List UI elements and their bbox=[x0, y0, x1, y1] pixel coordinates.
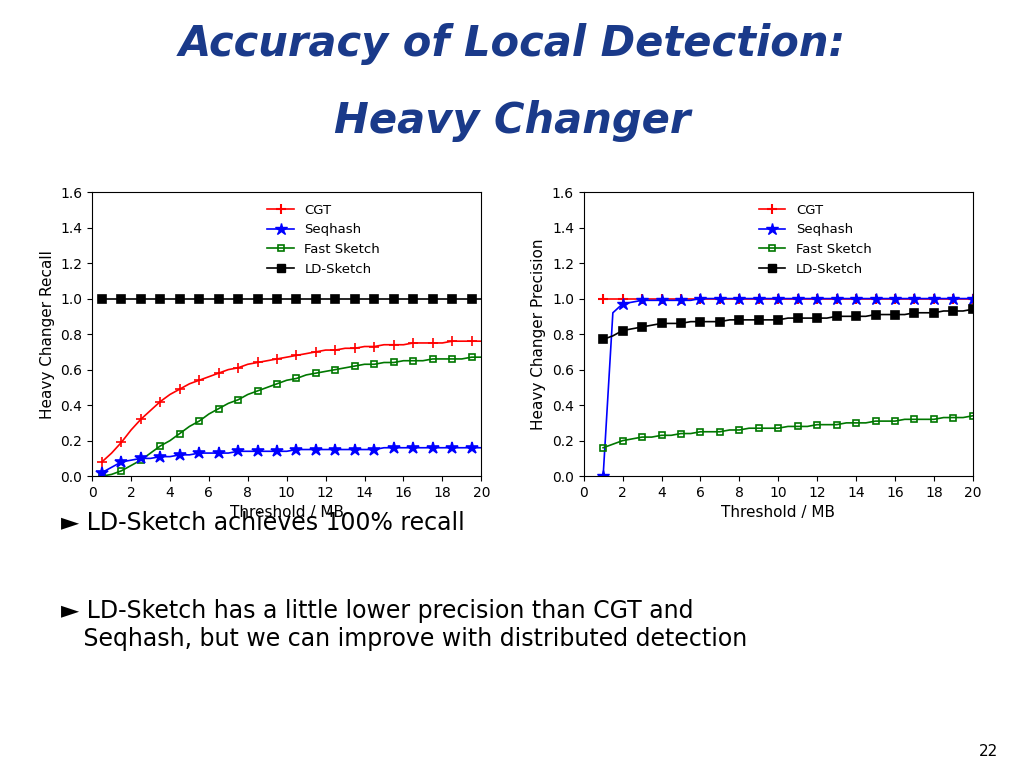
Legend: CGT, Seqhash, Fast Sketch, LD-Sketch: CGT, Seqhash, Fast Sketch, LD-Sketch bbox=[262, 199, 385, 281]
Legend: CGT, Seqhash, Fast Sketch, LD-Sketch: CGT, Seqhash, Fast Sketch, LD-Sketch bbox=[754, 199, 877, 281]
Text: 22: 22 bbox=[979, 743, 998, 759]
Text: Accuracy of Local Detection:: Accuracy of Local Detection: bbox=[178, 23, 846, 65]
Text: ► LD-Sketch achieves 100% recall: ► LD-Sketch achieves 100% recall bbox=[61, 511, 465, 535]
X-axis label: Threshold / MB: Threshold / MB bbox=[229, 505, 344, 521]
Text: ► LD-Sketch has a little lower precision than CGT and
   Seqhash, but we can imp: ► LD-Sketch has a little lower precision… bbox=[61, 599, 748, 650]
Y-axis label: Heavy Changer Precision: Heavy Changer Precision bbox=[531, 238, 546, 430]
X-axis label: Threshold / MB: Threshold / MB bbox=[721, 505, 836, 521]
Y-axis label: Heavy Changer Recall: Heavy Changer Recall bbox=[40, 250, 54, 419]
Text: Heavy Changer: Heavy Changer bbox=[334, 100, 690, 142]
